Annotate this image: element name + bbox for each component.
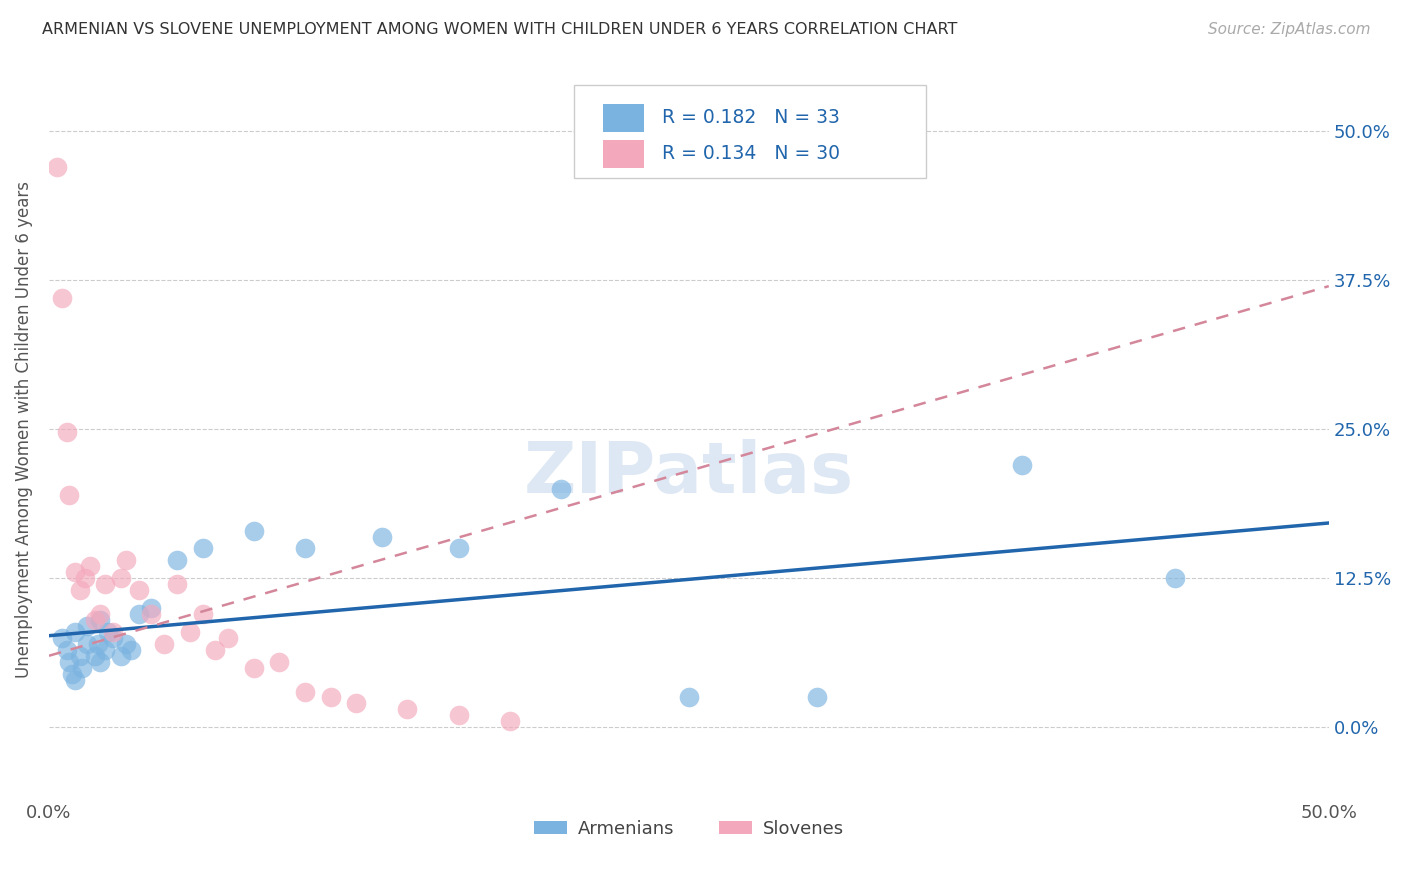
Point xyxy=(76,619,98,633)
Point xyxy=(396,702,419,716)
Point xyxy=(120,642,142,657)
Point xyxy=(141,601,163,615)
Point xyxy=(269,655,291,669)
Text: Source: ZipAtlas.com: Source: ZipAtlas.com xyxy=(1208,22,1371,37)
Point xyxy=(166,577,188,591)
Point xyxy=(69,648,91,663)
Point xyxy=(110,648,132,663)
Point xyxy=(370,529,392,543)
Text: R = 0.182   N = 33: R = 0.182 N = 33 xyxy=(662,109,839,128)
Point xyxy=(84,613,107,627)
Point xyxy=(69,583,91,598)
FancyBboxPatch shape xyxy=(603,104,644,132)
Point xyxy=(79,559,101,574)
Point xyxy=(1164,571,1187,585)
Point xyxy=(806,690,828,705)
Point xyxy=(294,541,316,556)
Y-axis label: Unemployment Among Women with Children Under 6 years: Unemployment Among Women with Children U… xyxy=(15,181,32,678)
Point xyxy=(114,553,136,567)
Point xyxy=(153,637,176,651)
Point xyxy=(678,690,700,705)
Point xyxy=(217,631,239,645)
Point xyxy=(97,624,120,639)
Point xyxy=(101,624,124,639)
Point xyxy=(114,637,136,651)
Point xyxy=(191,541,214,556)
Point xyxy=(56,642,79,657)
Point xyxy=(447,541,470,556)
Point xyxy=(63,624,86,639)
Point xyxy=(51,291,73,305)
FancyBboxPatch shape xyxy=(574,86,925,178)
Point xyxy=(89,613,111,627)
FancyBboxPatch shape xyxy=(603,140,644,168)
Point xyxy=(294,684,316,698)
Point xyxy=(101,631,124,645)
Point xyxy=(60,666,83,681)
Point xyxy=(191,607,214,621)
Point xyxy=(73,571,96,585)
Point xyxy=(89,607,111,621)
Point xyxy=(110,571,132,585)
Point xyxy=(179,624,201,639)
Point xyxy=(128,583,150,598)
Point xyxy=(63,673,86,687)
Point xyxy=(51,631,73,645)
Point xyxy=(76,637,98,651)
Point xyxy=(204,642,226,657)
Point xyxy=(89,655,111,669)
Point xyxy=(447,708,470,723)
Point xyxy=(550,482,572,496)
Point xyxy=(94,577,117,591)
Point xyxy=(319,690,342,705)
Point xyxy=(242,661,264,675)
Text: ARMENIAN VS SLOVENE UNEMPLOYMENT AMONG WOMEN WITH CHILDREN UNDER 6 YEARS CORRELA: ARMENIAN VS SLOVENE UNEMPLOYMENT AMONG W… xyxy=(42,22,957,37)
Point xyxy=(141,607,163,621)
Point xyxy=(58,655,80,669)
Point xyxy=(94,642,117,657)
Point xyxy=(242,524,264,538)
Point xyxy=(1011,458,1033,472)
Point xyxy=(166,553,188,567)
Point xyxy=(56,425,79,439)
Point xyxy=(128,607,150,621)
Point xyxy=(58,488,80,502)
Text: ZIPatlas: ZIPatlas xyxy=(524,439,853,508)
Point xyxy=(86,637,108,651)
Text: R = 0.134   N = 30: R = 0.134 N = 30 xyxy=(662,145,839,163)
Point xyxy=(84,648,107,663)
Point xyxy=(499,714,522,729)
Point xyxy=(45,160,67,174)
Point xyxy=(63,566,86,580)
Legend: Armenians, Slovenes: Armenians, Slovenes xyxy=(527,813,851,846)
Point xyxy=(70,661,93,675)
Point xyxy=(344,697,367,711)
